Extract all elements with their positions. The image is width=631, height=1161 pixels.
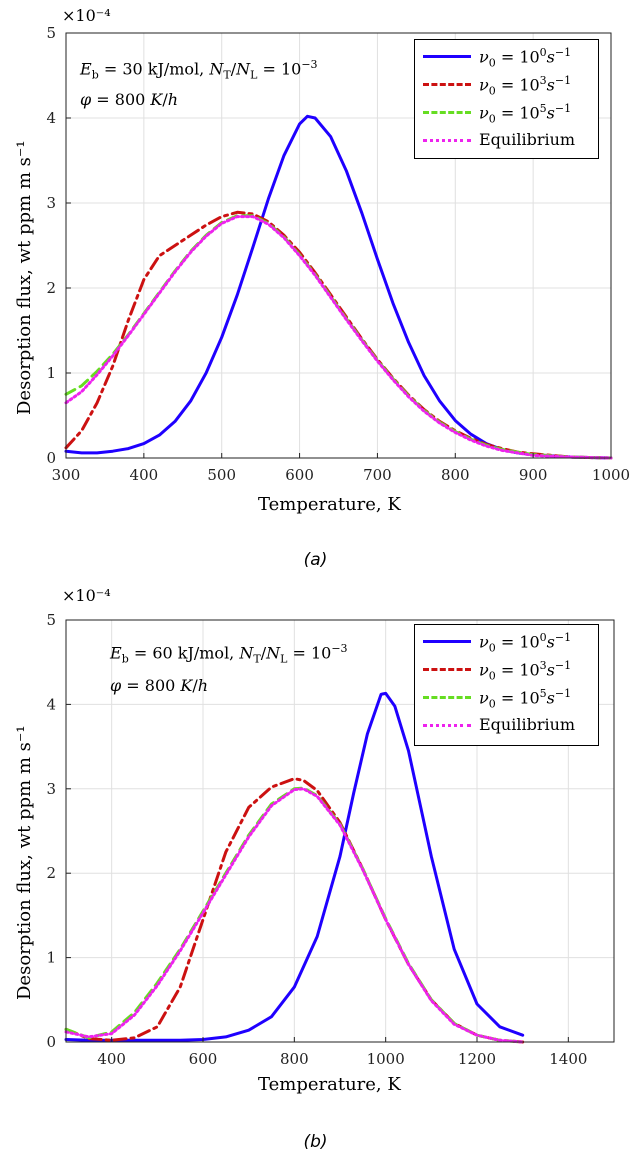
legend-item: ν0 = 100s−1	[415, 629, 598, 655]
x-tick-label: 600	[285, 466, 314, 484]
x-tick-label: 1200	[458, 1050, 496, 1068]
x-tick-label: 700	[363, 466, 392, 484]
series-line-0	[64, 691, 525, 1042]
plot-frame	[65, 619, 615, 1043]
x-tick-label: 600	[189, 1050, 218, 1068]
series-line-3	[64, 215, 613, 460]
y-axis-label: Desorption flux, wt ppm m s⁻¹	[14, 140, 35, 415]
legend-label: ν0 = 105s−1	[479, 687, 572, 711]
y-multiplier: ×10⁻⁴	[62, 586, 111, 605]
y-tick-label: 5	[46, 24, 56, 42]
legend-item: ν0 = 103s−1	[415, 72, 598, 98]
legend-swatch	[423, 83, 471, 86]
legend-swatch	[423, 111, 471, 114]
annotation-line-1: Eb = 60 kJ/mol, NT/NL = 10−3	[110, 642, 348, 666]
annotation-line-2: φ = 800 K/h	[110, 676, 209, 695]
series-line-0	[64, 114, 613, 460]
legend-swatch	[423, 668, 471, 671]
legend-label: ν0 = 100s−1	[479, 631, 572, 655]
x-tick-label: 1000	[592, 466, 630, 484]
x-tick-label: 300	[52, 466, 81, 484]
legend-item: ν0 = 100s−1	[415, 44, 598, 70]
y-tick-label: 0	[46, 449, 56, 467]
series-line-2	[64, 214, 613, 460]
y-tick-label: 1	[46, 949, 56, 967]
chart-svg-b: 400 600 800 1000 1200 1400 0 1 2 3 4 5	[46, 611, 615, 1068]
y-tick-label: 2	[46, 279, 56, 297]
x-axis-label: Temperature, K	[258, 1074, 401, 1095]
legend-swatch	[423, 55, 471, 58]
y-tick-label: 3	[46, 780, 56, 798]
x-tick-label: 400	[97, 1050, 126, 1068]
y-tick-label: 2	[46, 864, 56, 882]
legend-item: ν0 = 105s−1	[415, 685, 598, 711]
caption-b: (b)	[303, 1132, 328, 1152]
legend-label: Equilibrium	[479, 130, 576, 149]
y-tick-label: 0	[46, 1033, 56, 1051]
y-multiplier: ×10⁻⁴	[62, 6, 111, 25]
chart-panel-b: 400 600 800 1000 1200 1400 0 1 2 3 4 5 ×10⁻⁴ Eb = 6…	[0, 580, 631, 1160]
legend-swatch	[423, 640, 471, 643]
x-tick-label: 900	[519, 466, 548, 484]
legend-item: ν0 = 105s−1	[415, 100, 598, 126]
legend-label: ν0 = 103s−1	[479, 74, 572, 98]
plot-frame	[65, 32, 612, 459]
y-tick-label: 4	[46, 695, 56, 713]
legend-item: Equilibrium	[415, 128, 598, 152]
series-line-1	[64, 210, 613, 460]
annotation-line-1: Eb = 30 kJ/mol, NT/NL = 10−3	[80, 58, 318, 82]
chart-panel-a: 300 400 500 600 700 800 900 1000 0 1 2 3 4 5 ×10⁻⁴ Eb…	[0, 0, 631, 580]
y-tick-label: 1	[46, 364, 56, 382]
series-line-3	[64, 787, 525, 1044]
legend-label: ν0 = 103s−1	[479, 659, 572, 683]
legend-item: Equilibrium	[415, 713, 598, 737]
x-axis-label: Temperature, K	[258, 494, 401, 515]
x-tick-label: 800	[441, 466, 470, 484]
x-tick-label: 1400	[549, 1050, 587, 1068]
legend: ν0 = 100s−1 ν0 = 103s−1 ν0 = 105s−1 Equilib…	[414, 624, 599, 746]
caption-a: (a)	[303, 550, 328, 570]
legend-label: Equilibrium	[479, 715, 576, 734]
y-tick-label: 5	[46, 611, 56, 629]
legend-label: ν0 = 100s−1	[479, 46, 572, 70]
legend-swatch	[423, 724, 471, 727]
x-tick-label: 800	[280, 1050, 309, 1068]
x-tick-label: 500	[207, 466, 236, 484]
y-axis-label: Desorption flux, wt ppm m s⁻¹	[14, 725, 35, 1000]
annotation-line-2: φ = 800 K/h	[80, 90, 179, 109]
x-tick-label: 400	[130, 466, 159, 484]
legend-swatch	[423, 696, 471, 699]
legend-item: ν0 = 103s−1	[415, 657, 598, 683]
legend-label: ν0 = 105s−1	[479, 102, 572, 126]
y-tick-label: 4	[46, 109, 56, 127]
legend: ν0 = 100s−1 ν0 = 103s−1 ν0 = 105s−1 Equilib…	[414, 39, 599, 159]
legend-swatch	[423, 139, 471, 142]
x-tick-label: 1000	[367, 1050, 405, 1068]
y-tick-label: 3	[46, 194, 56, 212]
